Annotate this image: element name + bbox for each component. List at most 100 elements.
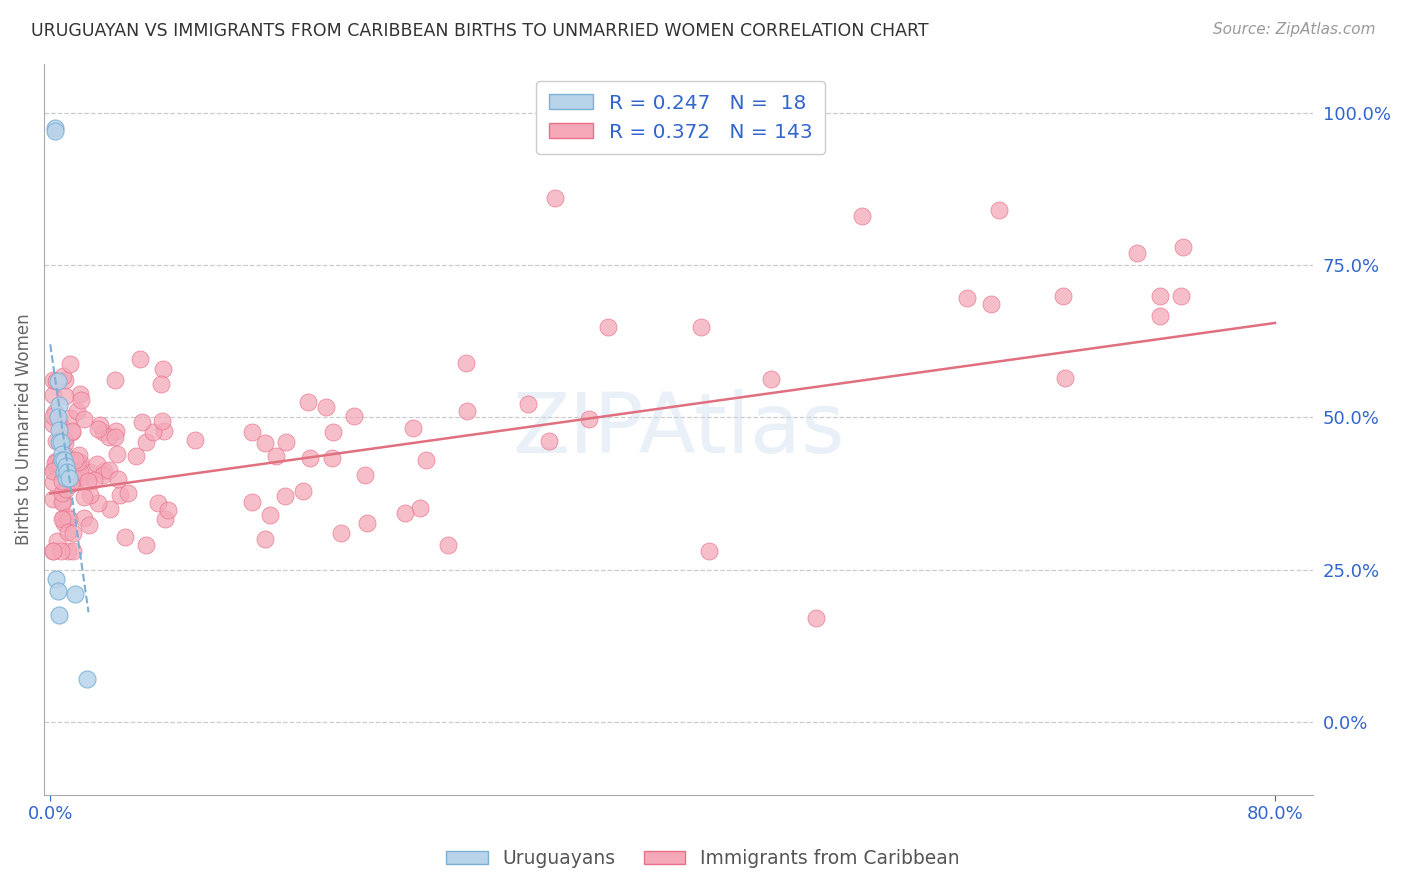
Point	[49, 419, 72, 434]
Point	[48, 608, 70, 623]
Point	[240, 495, 263, 509]
Point	[62, 475, 84, 490]
Point	[153, 512, 176, 526]
Point	[253, 436, 276, 450]
Point	[129, 351, 152, 366]
Point	[266, 449, 288, 463]
Point	[51, 475, 73, 489]
Point	[45, 454, 67, 468]
Point	[55, 373, 77, 387]
Point	[98, 501, 121, 516]
Point	[49, 458, 72, 472]
Point	[146, 496, 169, 510]
Point	[56, 465, 79, 479]
Point	[46, 374, 69, 388]
Point	[60, 473, 83, 487]
Point	[55, 471, 77, 485]
Point	[69, 455, 91, 469]
Point	[48, 434, 70, 449]
Point	[69, 387, 91, 401]
Point	[89, 418, 111, 433]
Point	[60, 425, 83, 439]
Legend: R = 0.247   N =  18, R = 0.372   N = 143: R = 0.247 N = 18, R = 0.372 N = 143	[537, 81, 825, 153]
Point	[240, 425, 263, 439]
Point	[86, 457, 108, 471]
Point	[42, 372, 65, 386]
Point	[69, 470, 91, 484]
Point	[51, 512, 73, 526]
Point	[73, 510, 96, 524]
Point	[299, 451, 322, 466]
Point	[437, 538, 460, 552]
Point	[48, 398, 70, 412]
Text: ZIPAtlas: ZIPAtlas	[512, 389, 845, 470]
Point	[851, 210, 873, 224]
Point	[157, 503, 180, 517]
Point	[87, 496, 110, 510]
Point	[51, 486, 73, 500]
Point	[1053, 371, 1076, 385]
Legend: Uruguayans, Immigrants from Caribbean: Uruguayans, Immigrants from Caribbean	[439, 841, 967, 875]
Point	[51, 447, 73, 461]
Point	[114, 531, 136, 545]
Point	[544, 191, 567, 205]
Point	[108, 488, 131, 502]
Point	[44, 121, 66, 136]
Point	[42, 544, 65, 558]
Point	[42, 491, 65, 506]
Point	[42, 464, 65, 478]
Point	[79, 466, 101, 480]
Point	[42, 409, 65, 424]
Y-axis label: Births to Unmarried Women: Births to Unmarried Women	[15, 314, 32, 545]
Point	[52, 516, 75, 530]
Point	[51, 453, 73, 467]
Point	[45, 572, 67, 586]
Point	[42, 388, 65, 402]
Point	[73, 412, 96, 426]
Point	[63, 587, 86, 601]
Point	[69, 465, 91, 479]
Point	[44, 124, 66, 138]
Point	[93, 464, 115, 478]
Point	[598, 319, 620, 334]
Point	[259, 508, 281, 522]
Point	[46, 410, 69, 425]
Point	[538, 434, 561, 448]
Point	[91, 425, 114, 439]
Point	[42, 462, 65, 476]
Point	[105, 425, 128, 439]
Point	[1170, 288, 1192, 302]
Point	[45, 374, 67, 388]
Point	[105, 447, 128, 461]
Point	[415, 453, 437, 467]
Point	[291, 483, 314, 498]
Point	[1149, 288, 1171, 302]
Text: URUGUAYAN VS IMMIGRANTS FROM CARIBBEAN BIRTHS TO UNMARRIED WOMEN CORRELATION CHA: URUGUAYAN VS IMMIGRANTS FROM CARIBBEAN B…	[31, 22, 928, 40]
Point	[58, 512, 80, 526]
Point	[45, 460, 67, 475]
Point	[409, 501, 432, 516]
Point	[183, 433, 205, 447]
Point	[321, 451, 343, 466]
Point	[48, 423, 70, 437]
Point	[956, 291, 979, 305]
Point	[66, 404, 89, 418]
Point	[86, 422, 108, 436]
Point	[93, 468, 115, 483]
Point	[53, 432, 76, 446]
Point	[1126, 246, 1149, 260]
Point	[356, 516, 378, 530]
Point	[131, 415, 153, 429]
Point	[1052, 289, 1074, 303]
Point	[578, 412, 600, 426]
Point	[44, 405, 66, 419]
Point	[46, 454, 69, 468]
Point	[804, 611, 827, 625]
Point	[76, 673, 98, 687]
Point	[980, 297, 1002, 311]
Text: Source: ZipAtlas.com: Source: ZipAtlas.com	[1212, 22, 1375, 37]
Point	[56, 544, 79, 558]
Point	[297, 394, 319, 409]
Point	[42, 417, 65, 432]
Point	[517, 397, 540, 411]
